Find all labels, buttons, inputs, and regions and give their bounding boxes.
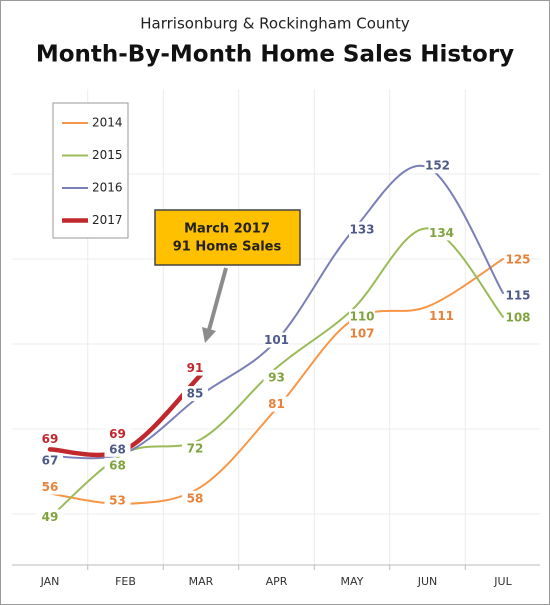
data-label-bg <box>104 457 131 473</box>
data-label-bg <box>424 158 451 174</box>
data-label: 49 <box>42 510 59 524</box>
data-label-bg <box>505 288 531 303</box>
data-label: 133 <box>349 222 374 236</box>
data-label-bg <box>428 308 455 324</box>
x-tick-label: JUL <box>493 575 512 588</box>
data-label-bg <box>349 326 375 342</box>
legend: 2014 2015 2016 2017 <box>52 102 129 239</box>
annotation-arrowhead <box>202 327 216 343</box>
data-label-bg <box>182 360 208 376</box>
grid: JAN FEB MAR APR MAY JUN JUL <box>12 89 540 588</box>
data-label-bg <box>104 441 131 457</box>
data-label: 68 <box>109 458 126 472</box>
data-label-bg <box>263 396 290 412</box>
x-tick-label: JAN <box>40 575 60 588</box>
data-label: 69 <box>42 432 59 446</box>
x-tick-label: JUN <box>417 575 438 588</box>
data-label-bg <box>182 441 208 457</box>
data-label: 56 <box>42 480 59 494</box>
data-label-bg <box>37 453 63 469</box>
data-label: 125 <box>505 253 530 267</box>
data-label-bg <box>505 309 531 325</box>
data-label-bg <box>37 479 63 495</box>
data-label: 85 <box>187 387 204 401</box>
data-label-bg <box>263 332 290 348</box>
data-label: 81 <box>268 397 285 411</box>
data-label-bg <box>349 309 375 324</box>
data-label-bg <box>428 225 455 241</box>
annotation-text: 91 Home Sales <box>173 240 282 255</box>
data-label: 68 <box>109 442 126 456</box>
data-label-bg <box>182 490 208 506</box>
legend-label: 2014 <box>92 116 123 130</box>
data-label-bg <box>104 492 131 508</box>
legend-label: 2016 <box>92 181 123 195</box>
data-label: 107 <box>349 327 374 341</box>
data-label: 115 <box>505 289 530 303</box>
chart-title: Month-By-Month Home Sales History <box>36 42 514 68</box>
chart-subtitle: Harrisonburg & Rockingham County <box>140 15 410 33</box>
data-label-bg <box>37 431 63 447</box>
data-label: 69 <box>109 427 126 441</box>
data-labels: 56 53 58 81 107 111 125 49 68 72 93 110 134 108 67 68 85… <box>37 158 531 525</box>
data-label: 111 <box>429 309 454 323</box>
data-label: 53 <box>109 493 126 507</box>
data-label: 91 <box>187 361 204 375</box>
data-label: 93 <box>268 370 285 384</box>
data-label-bg <box>349 221 375 237</box>
x-tick-label: MAY <box>341 575 364 588</box>
data-label: 72 <box>187 442 204 456</box>
data-label-bg <box>182 386 208 401</box>
annotation-arrow <box>207 267 228 331</box>
annotation: March 2017 91 Home Sales <box>154 209 301 343</box>
annotation-box <box>154 209 301 266</box>
data-label: 58 <box>187 491 204 505</box>
legend-box <box>52 102 129 239</box>
data-label-bg <box>104 426 131 442</box>
data-label: 101 <box>264 333 289 347</box>
data-label: 108 <box>505 310 530 324</box>
annotation-text: March 2017 <box>184 222 270 237</box>
x-tick-label: APR <box>266 575 288 588</box>
data-label-bg <box>37 509 63 525</box>
data-label-bg <box>505 252 531 267</box>
data-label: 110 <box>349 310 374 324</box>
legend-label: 2015 <box>92 148 123 162</box>
legend-label: 2017 <box>92 213 123 227</box>
x-tick-label: MAR <box>189 575 214 588</box>
x-tick-label: FEB <box>115 575 136 588</box>
data-label: 152 <box>425 159 450 173</box>
data-label-bg <box>263 369 290 385</box>
data-label: 67 <box>42 454 59 468</box>
data-label: 134 <box>429 226 454 240</box>
